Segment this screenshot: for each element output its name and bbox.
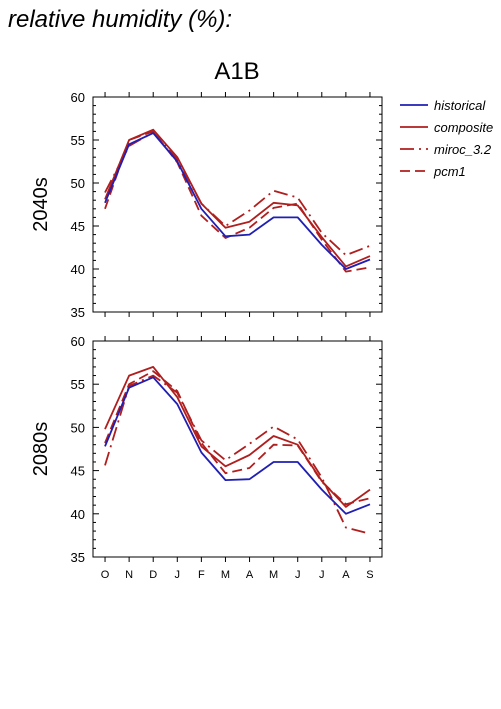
panel-label: 2080s — [30, 422, 52, 477]
x-tick-label: M — [269, 569, 278, 581]
y-tick-label: 45 — [71, 464, 85, 479]
series-line-miroc-3-2 — [104, 131, 371, 257]
y-tick-label: 40 — [71, 507, 85, 522]
y-tick-label: 50 — [71, 420, 85, 435]
y-tick-label: 60 — [71, 90, 85, 105]
legend-label-historical: historical — [434, 98, 486, 113]
panel-2040s: 35 40 45 50 55 60 2040s — [30, 90, 383, 320]
x-tick-label: J — [295, 569, 301, 581]
y-tick-label: 55 — [71, 133, 85, 148]
series-line-pcm1 — [104, 130, 371, 273]
x-tick-label: O — [101, 569, 110, 581]
plot-frame — [92, 96, 383, 313]
y-tick-label: 45 — [71, 219, 85, 234]
x-tick-label: J — [319, 569, 325, 581]
x-tick-label: A — [342, 569, 350, 581]
page-title: relative humidity (%): — [8, 6, 232, 33]
y-tick-label: 50 — [71, 176, 85, 191]
x-tick-label: D — [149, 569, 157, 581]
legend-label-miroc: miroc_3.2 — [434, 142, 492, 157]
x-tick-label: M — [221, 569, 230, 581]
scenario-title: A1B — [214, 58, 259, 85]
legend-label-composite: composite — [434, 120, 493, 135]
y-tick-label: 35 — [71, 305, 85, 320]
series-line-pcm1 — [104, 370, 371, 506]
y-tick-label: 55 — [71, 377, 85, 392]
x-tick-label: A — [246, 569, 254, 581]
legend-label-pcm1: pcm1 — [433, 164, 466, 179]
panel-label: 2040s — [30, 177, 52, 232]
legend: historical composite miroc_3.2 pcm1 — [400, 98, 493, 179]
series-line-historical — [104, 376, 371, 515]
x-tick-label: J — [175, 569, 181, 581]
x-tick-label: S — [366, 569, 373, 581]
x-tick-label: N — [125, 569, 133, 581]
series-line-historical — [104, 132, 371, 270]
series-line-composite — [104, 128, 371, 268]
y-tick-label: 40 — [71, 262, 85, 277]
series-line-composite — [104, 365, 371, 508]
x-tick-label: F — [198, 569, 205, 581]
y-tick-label: 60 — [71, 334, 85, 349]
panel-2080s: 35 40 45 50 55 60 O N D J F M A M J J A S 2080s — [30, 334, 383, 581]
series-line-miroc-3-2 — [104, 374, 371, 535]
plot-frame — [92, 340, 383, 558]
y-tick-label: 35 — [71, 550, 85, 565]
